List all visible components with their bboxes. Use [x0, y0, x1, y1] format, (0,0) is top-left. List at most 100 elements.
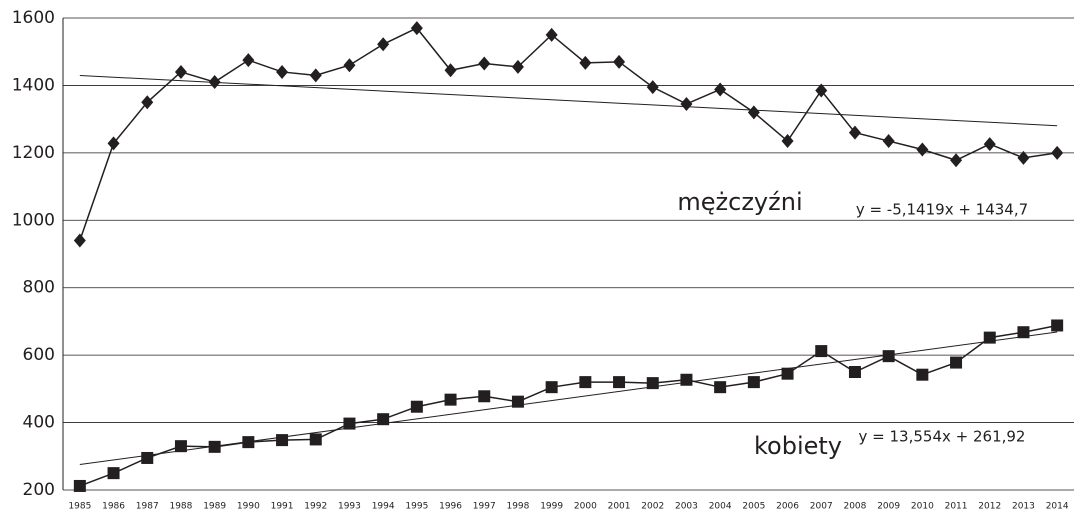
marker	[848, 125, 861, 140]
marker	[208, 75, 221, 90]
marker	[242, 53, 255, 68]
marker	[882, 134, 895, 149]
x-tick-label: 2009	[877, 502, 900, 512]
x-tick-label: 2013	[1012, 502, 1035, 512]
series-label: mężczyźni	[677, 188, 802, 216]
marker	[73, 233, 86, 248]
x-tick-label: 1997	[473, 502, 496, 512]
trend-equation: y = -5,1419x + 1434,7	[856, 201, 1028, 219]
marker	[511, 59, 524, 74]
x-tick-label: 1987	[136, 502, 159, 512]
x-tick-label: 2014	[1046, 502, 1069, 512]
x-tick-label: 1994	[372, 502, 395, 512]
x-tick-label: 1995	[405, 502, 428, 512]
y-tick-label: 1200	[12, 143, 55, 163]
x-tick-label: 1998	[506, 502, 529, 512]
marker	[916, 142, 929, 157]
marker	[410, 400, 423, 413]
series-line	[79, 27, 1058, 241]
marker	[208, 440, 221, 453]
marker	[73, 479, 86, 492]
y-tick-label: 800	[23, 278, 55, 298]
marker	[478, 56, 491, 71]
x-tick-label: 2010	[911, 502, 934, 512]
x-tick-label: 1985	[68, 502, 91, 512]
y-tick-label: 600	[23, 345, 55, 365]
x-tick-label: 2012	[978, 502, 1001, 512]
y-tick-label: 1400	[12, 75, 55, 95]
marker	[545, 27, 558, 42]
marker	[646, 377, 659, 390]
x-tick-label: 1990	[237, 502, 260, 512]
marker	[646, 80, 659, 95]
marker	[309, 433, 322, 446]
marker	[107, 467, 120, 480]
y-tick-label: 400	[23, 413, 55, 433]
x-tick-label: 1996	[439, 502, 462, 512]
marker	[916, 368, 929, 381]
marker	[141, 451, 154, 464]
x-tick-label: 2005	[742, 502, 765, 512]
marker	[613, 54, 626, 69]
x-tick-label: 2011	[945, 502, 968, 512]
x-tick-label: 2002	[641, 502, 664, 512]
marker	[680, 96, 693, 111]
marker	[747, 105, 760, 120]
marker	[141, 95, 154, 110]
series-label: kobiety	[754, 432, 842, 460]
marker	[545, 381, 558, 394]
marker	[983, 137, 996, 152]
marker	[511, 395, 524, 408]
marker	[815, 345, 828, 358]
x-tick-label: 1991	[271, 502, 294, 512]
marker	[781, 134, 794, 149]
marker	[848, 366, 861, 378]
x-tick-label: 2008	[843, 502, 866, 512]
x-tick-label: 2006	[776, 502, 799, 512]
marker	[1017, 326, 1030, 339]
x-tick-label: 2007	[810, 502, 833, 512]
marker	[1051, 145, 1064, 160]
marker	[410, 21, 423, 36]
marker	[1017, 150, 1030, 165]
marker	[950, 356, 963, 369]
marker	[579, 55, 592, 70]
marker	[377, 37, 390, 52]
marker	[444, 393, 457, 406]
series-line	[79, 324, 1058, 487]
y-tick-label: 200	[23, 480, 55, 500]
marker	[276, 434, 289, 447]
marker	[444, 63, 457, 78]
marker	[983, 331, 996, 344]
marker	[276, 64, 289, 79]
marker	[680, 373, 693, 386]
marker	[174, 64, 187, 79]
marker	[242, 436, 255, 449]
marker	[950, 153, 963, 168]
x-tick-label: 1989	[203, 502, 226, 512]
y-tick-label: 1000	[12, 210, 55, 230]
x-tick-label: 2001	[608, 502, 631, 512]
marker	[613, 376, 626, 389]
trend-equation: y = 13,554x + 261,92	[859, 428, 1026, 446]
plot-layer: 200 400 600 800 1000 1200 1400 1600 1985 1986 1987…	[12, 8, 1074, 512]
marker	[882, 350, 895, 363]
y-tick-label: 1600	[12, 8, 55, 28]
trend-line	[79, 74, 1058, 127]
marker	[781, 367, 794, 380]
marker	[478, 390, 491, 403]
x-tick-label: 1992	[304, 502, 327, 512]
x-tick-label: 2004	[709, 502, 732, 512]
marker	[377, 413, 390, 426]
x-tick-label: 2003	[675, 502, 698, 512]
marker	[1051, 319, 1064, 332]
x-tick-label: 1988	[169, 502, 192, 512]
marker	[107, 136, 120, 151]
x-tick-label: 1993	[338, 502, 361, 512]
marker	[579, 376, 592, 389]
x-tick-label: 2000	[574, 502, 597, 512]
marker	[747, 376, 760, 389]
marker	[714, 82, 727, 97]
